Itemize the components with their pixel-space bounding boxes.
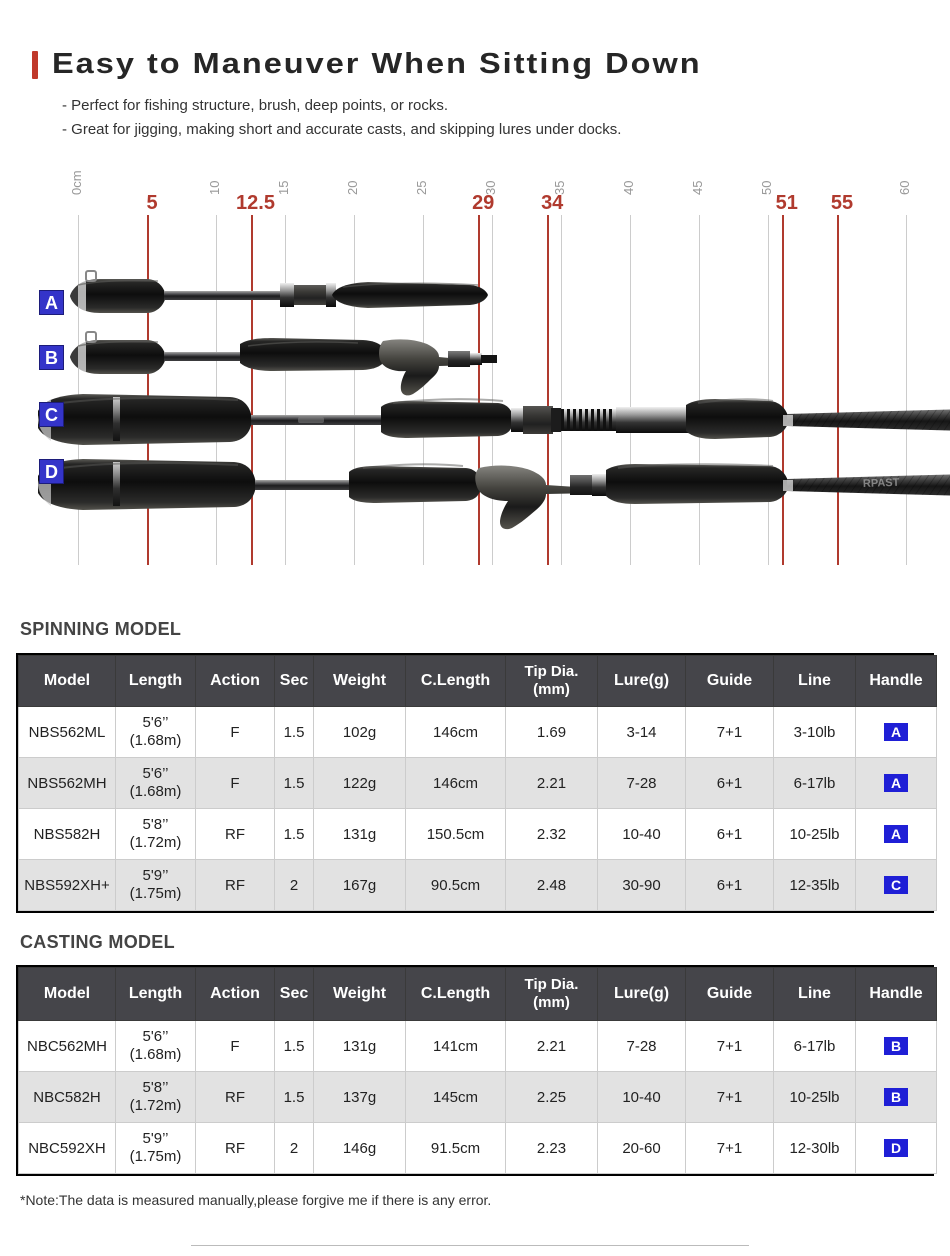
svg-text:RPAST: RPAST — [863, 477, 900, 490]
